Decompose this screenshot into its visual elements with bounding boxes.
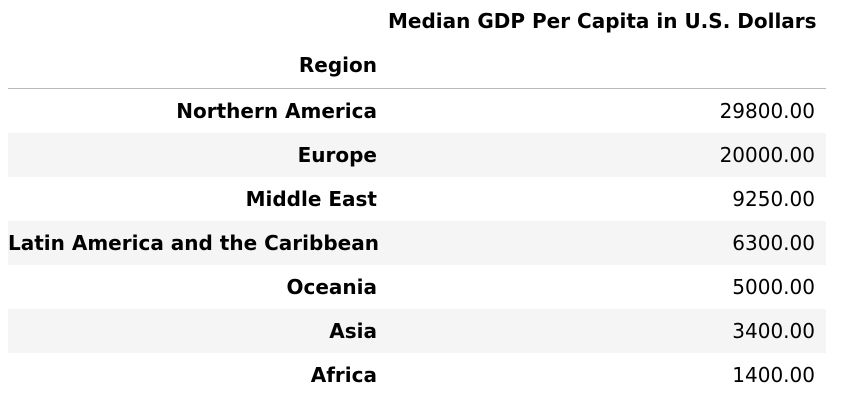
table-row: Latin America and the Caribbean 6300.00 <box>8 221 826 265</box>
table-header: Median GDP Per Capita in U.S. Dollars Re… <box>8 0 826 89</box>
column-header-row: Median GDP Per Capita in U.S. Dollars <box>8 0 826 42</box>
table-body: Northern America 29800.00 Europe 20000.0… <box>8 89 826 398</box>
row-value: 1400.00 <box>732 363 815 387</box>
row-value: 9250.00 <box>732 187 815 211</box>
index-name-row: Region <box>8 42 826 89</box>
row-label: Europe <box>297 143 377 167</box>
index-header-region: Region <box>298 53 377 77</box>
row-value: 3400.00 <box>732 319 815 343</box>
row-label: Middle East <box>245 187 377 211</box>
table-row: Europe 20000.00 <box>8 133 826 177</box>
row-label: Northern America <box>176 99 377 123</box>
index-header-blank <box>8 0 388 42</box>
column-header-gdp: Median GDP Per Capita in U.S. Dollars <box>388 9 817 33</box>
row-label: Oceania <box>286 275 377 299</box>
row-value: 29800.00 <box>719 99 815 123</box>
row-value: 5000.00 <box>732 275 815 299</box>
row-label: Asia <box>329 319 377 343</box>
table-row: Asia 3400.00 <box>8 309 826 353</box>
row-value: 6300.00 <box>732 231 815 255</box>
index-name-blank <box>388 42 826 89</box>
table-row: Northern America 29800.00 <box>8 89 826 134</box>
table-row: Oceania 5000.00 <box>8 265 826 309</box>
table-row: Africa 1400.00 <box>8 353 826 397</box>
row-label: Latin America and the Caribbean <box>8 231 379 255</box>
row-value: 20000.00 <box>719 143 815 167</box>
row-label: Africa <box>310 363 377 387</box>
gdp-table: Median GDP Per Capita in U.S. Dollars Re… <box>8 0 826 397</box>
table-row: Middle East 9250.00 <box>8 177 826 221</box>
